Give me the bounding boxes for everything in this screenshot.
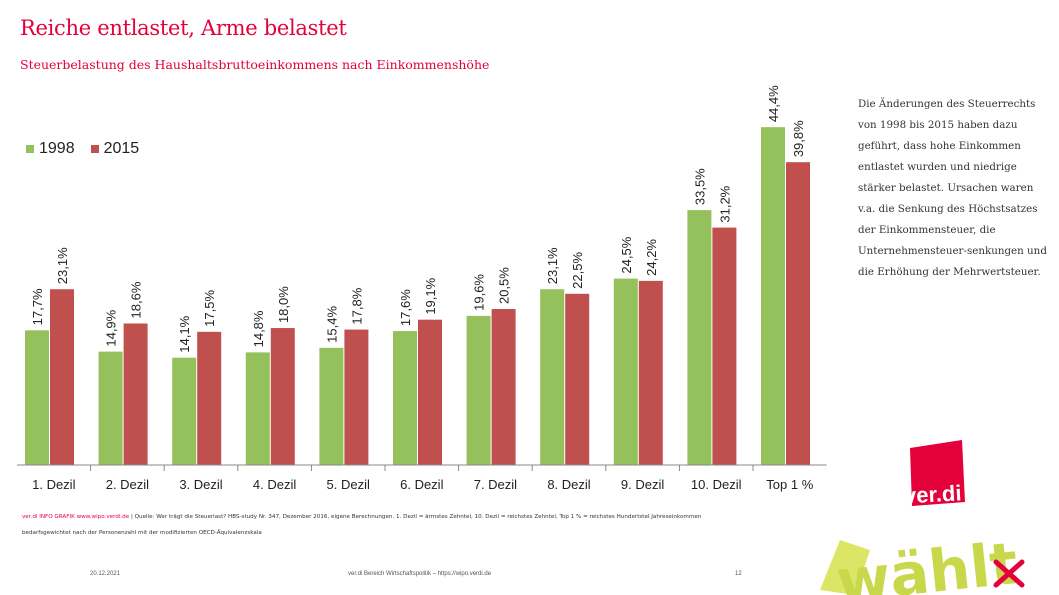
x-tick-label-3: 3. Dezil — [179, 477, 222, 492]
data-label-2015-1: 23,1% — [55, 247, 70, 284]
footer-source: ver.di Bereich Wirtschaftspolitik – http… — [348, 571, 492, 577]
legend-label-1998: 1998 — [39, 140, 75, 157]
data-label-1998-10: 33,5% — [692, 168, 707, 205]
x-tick-label-4: 4. Dezil — [253, 477, 296, 492]
sidebar-explanation: Die Änderungen des Steuerrechts von 1998… — [858, 98, 1047, 278]
bar-2015-4 — [270, 328, 295, 465]
data-label-1998-11: 44,4% — [766, 85, 781, 122]
footnote-text: | Quelle: Wer trägt die Steuerlast? HBS-… — [22, 514, 702, 536]
source-footnote: ver.di INFO GRAFIK www.wipo.verdi.de | Q… — [22, 509, 742, 541]
data-label-2015-4: 18,0% — [276, 286, 291, 323]
footer-page-number: 12 — [735, 571, 742, 577]
legend-swatch-1998 — [26, 145, 34, 153]
footnote-brand: ver.di INFO GRAFIK www.wipo.verdi.de — [22, 514, 130, 520]
x-tick-label-10: 10. Dezil — [691, 477, 742, 492]
data-label-1998-7: 19,6% — [472, 274, 487, 311]
data-label-1998-8: 23,1% — [545, 247, 560, 284]
bar-2015-1 — [50, 289, 74, 465]
x-tick-label-5: 5. Dezil — [327, 477, 370, 492]
data-label-2015-5: 17,8% — [349, 287, 364, 324]
bar-1998-4 — [245, 352, 270, 465]
bar-1998-2 — [98, 351, 123, 465]
data-label-2015-11: 39,8% — [791, 120, 806, 157]
data-label-2015-8: 22,5% — [570, 252, 585, 289]
legend-item-1998: 1998 — [26, 140, 75, 158]
data-label-1998-5: 15,4% — [324, 306, 339, 343]
bar-2015-6 — [418, 319, 442, 465]
x-tick-label-9: 9. Dezil — [621, 477, 664, 492]
bar-2015-9 — [638, 280, 663, 465]
data-label-1998-9: 24,5% — [619, 236, 634, 273]
bar-1998-7 — [466, 315, 491, 465]
bar-1998-3 — [172, 357, 197, 465]
bar-1998-6 — [393, 331, 417, 465]
data-label-1998-1: 17,7% — [30, 288, 45, 325]
data-label-2015-9: 24,2% — [644, 239, 659, 276]
bar-2015-2 — [123, 323, 148, 465]
legend-swatch-2015 — [90, 145, 99, 153]
data-label-1998-2: 14,9% — [104, 309, 119, 346]
x-tick-label-8: 8. Dezil — [547, 477, 590, 492]
bar-2015-10 — [712, 227, 737, 465]
data-label-1998-4: 14,8% — [251, 310, 266, 347]
data-label-1998-3: 14,1% — [177, 315, 192, 352]
bar-1998-5 — [319, 347, 344, 465]
logo-campaign-text: wählt — [833, 529, 1021, 595]
bar-1998-9 — [613, 278, 638, 465]
x-tick-label-11: Top 1 % — [766, 477, 813, 492]
page-title: Reiche entlastet, Arme belastet — [20, 16, 347, 40]
logo-cross-icon — [993, 559, 1025, 588]
bar-1998-8 — [540, 289, 565, 465]
bar-2015-8 — [565, 293, 590, 465]
bar-1998-1 — [25, 330, 49, 465]
x-tick-label-6: 6. Dezil — [400, 477, 443, 492]
data-label-2015-2: 18,6% — [129, 281, 144, 318]
bar-2015-11 — [786, 162, 810, 465]
legend-item-2015: 2015 — [90, 140, 140, 158]
legend-label-2015: 2015 — [103, 140, 140, 157]
verdi-logo: ver.di wählt — [820, 440, 1025, 595]
bar-1998-11 — [761, 127, 785, 465]
x-tick-label-7: 7. Dezil — [474, 477, 517, 492]
data-label-2015-7: 20,5% — [497, 267, 512, 304]
data-label-2015-6: 19,1% — [423, 277, 438, 314]
data-label-2015-10: 31,2% — [717, 185, 732, 222]
bar-2015-5 — [344, 329, 369, 465]
logo-green-shape — [820, 540, 870, 595]
bar-chart: 17,7% 23,1% 1. Dezil 14,9% 18,6% 2. Dezil 14,1… — [17, 85, 827, 492]
logo-red-flag — [910, 440, 965, 506]
logo-brand-text: ver.di — [903, 480, 962, 508]
bar-2015-7 — [491, 309, 516, 465]
x-tick-label-2: 2. Dezil — [106, 477, 149, 492]
x-tick-label-1: 1. Dezil — [32, 477, 75, 492]
data-label-2015-3: 17,5% — [202, 290, 217, 327]
footer-date: 20.12.2021 — [90, 571, 121, 577]
data-label-1998-6: 17,6% — [398, 289, 413, 326]
bar-2015-3 — [197, 331, 222, 465]
chart-subtitle: Steuerbelastung des Haushaltsbruttoeinko… — [20, 57, 490, 72]
chart-legend: 1998 2015 — [26, 140, 139, 158]
bar-1998-10 — [687, 210, 712, 465]
